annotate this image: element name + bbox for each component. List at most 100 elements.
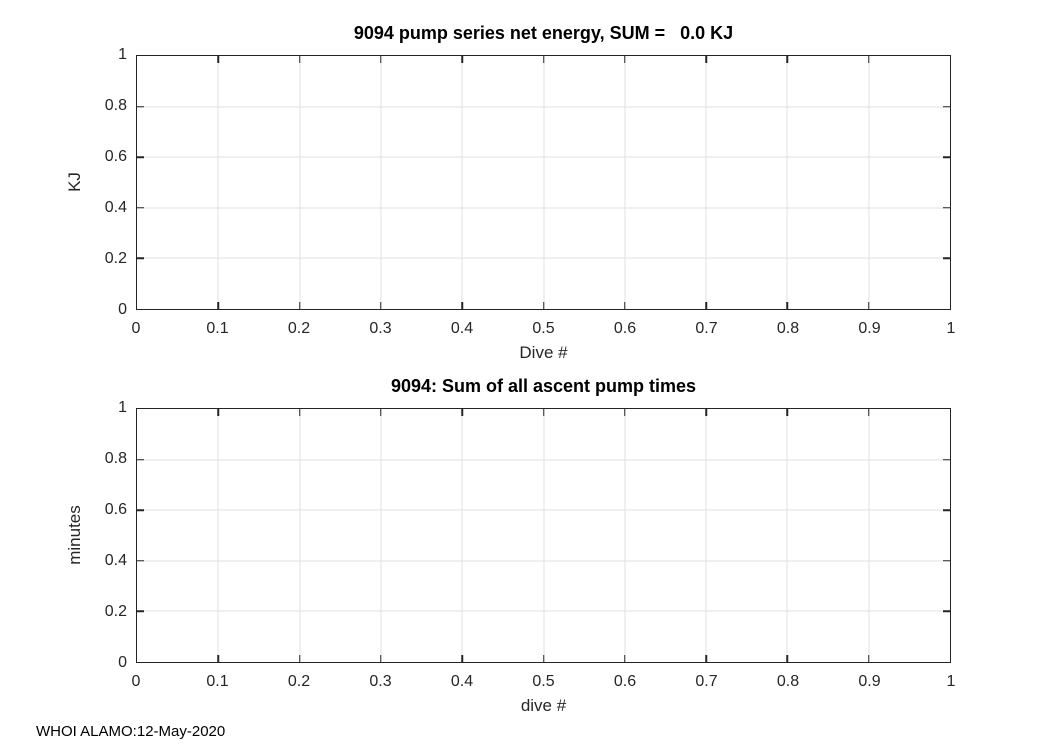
gridline-vertical [380, 56, 382, 309]
gridline-vertical [380, 409, 382, 662]
x-tick-mark [624, 409, 626, 416]
x-tick-mark [380, 655, 382, 662]
x-tick-label: 0.9 [858, 673, 881, 690]
gridline-horizontal [137, 207, 950, 209]
x-tick-label: 0.6 [613, 320, 637, 337]
x-tick-mark [624, 302, 626, 309]
y-tick-label: 1 [118, 399, 127, 416]
x-tick-label: 0.2 [287, 320, 311, 337]
x-tick-label: 1 [946, 320, 956, 337]
y-tick-label: 0.6 [104, 501, 127, 518]
x-tick-label: 0.3 [369, 320, 392, 337]
y-tick-mark [137, 257, 144, 260]
y-tick-mark [943, 509, 950, 511]
x-axis-label: Dive # [519, 343, 568, 362]
x-tick-mark [786, 56, 789, 63]
gridline-horizontal [137, 106, 950, 108]
y-tick-label: 0.8 [104, 450, 127, 467]
y-tick-mark [943, 105, 950, 108]
x-tick-mark [542, 655, 545, 662]
x-axis-label: dive # [520, 696, 567, 715]
x-tick-label: 0.2 [287, 673, 311, 690]
y-tick-mark [943, 156, 950, 158]
y-tick-label: 0 [118, 301, 127, 318]
x-tick-label: 0.4 [450, 673, 474, 690]
y-tick-mark [943, 257, 950, 260]
x-tick-mark [298, 56, 301, 63]
x-tick-mark [217, 655, 220, 662]
x-tick-mark [705, 302, 707, 309]
gridline-vertical [705, 409, 707, 662]
x-tick-mark [867, 655, 870, 662]
y-tick-mark [137, 105, 144, 108]
x-tick-mark [461, 302, 463, 309]
x-tick-label: 0.1 [206, 320, 229, 337]
gridline-vertical [299, 409, 301, 662]
x-tick-mark [542, 56, 545, 63]
gridline-horizontal [137, 509, 950, 511]
x-tick-mark [867, 56, 870, 63]
y-tick-mark [137, 560, 144, 562]
y-tick-mark [137, 610, 144, 613]
x-tick-mark [461, 655, 463, 662]
x-tick-mark [380, 302, 382, 309]
x-tick-label: 0 [131, 320, 141, 337]
gridline-vertical [786, 409, 788, 662]
x-tick-mark [867, 409, 870, 416]
gridline-horizontal [137, 610, 950, 612]
gridline-horizontal [137, 560, 950, 562]
gridline-horizontal [137, 156, 950, 158]
y-tick-mark [943, 560, 950, 562]
x-tick-mark [298, 655, 301, 662]
x-tick-label: 0.7 [695, 673, 718, 690]
x-tick-mark [461, 409, 463, 416]
gridline-vertical [868, 56, 870, 309]
x-tick-mark [705, 56, 707, 63]
x-tick-mark [217, 302, 220, 309]
chart-pump-times: 9094: Sum of all ascent pump times minut… [0, 353, 1050, 728]
x-tick-label: 0.8 [776, 320, 800, 337]
gridline-vertical [543, 409, 544, 662]
y-tick-label: 0.2 [104, 250, 127, 267]
x-tick-mark [380, 56, 382, 63]
x-tick-label: 0.3 [369, 673, 392, 690]
x-tick-mark [298, 409, 301, 416]
x-tick-mark [461, 56, 463, 63]
x-tick-mark [217, 409, 220, 416]
y-tick-label: 0 [118, 654, 127, 671]
x-tick-mark [624, 56, 626, 63]
x-tick-mark [867, 302, 870, 309]
footer-datestamp: WHOI ALAMO:12-May-2020 [36, 723, 226, 740]
x-tick-label: 1 [946, 673, 956, 690]
gridline-vertical [217, 409, 219, 662]
y-tick-mark [943, 207, 950, 209]
x-tick-label: 0 [131, 673, 141, 690]
gridline-vertical [705, 56, 707, 309]
y-tick-mark [137, 207, 144, 209]
gridline-vertical [461, 56, 463, 309]
gridline-vertical [786, 56, 788, 309]
gridline-vertical [299, 56, 301, 309]
x-tick-mark [542, 409, 545, 416]
gridline-vertical [624, 56, 626, 309]
x-tick-mark [705, 655, 707, 662]
x-tick-mark [786, 409, 789, 416]
y-tick-label: 0.4 [104, 552, 127, 569]
plot-area [136, 55, 951, 310]
x-tick-label: 0.7 [695, 320, 718, 337]
x-tick-mark [298, 302, 301, 309]
gridline-vertical [624, 409, 626, 662]
x-tick-mark [217, 56, 220, 63]
x-tick-label: 0.9 [858, 320, 881, 337]
gridline-vertical [461, 409, 463, 662]
x-tick-label: 0.5 [532, 320, 555, 337]
x-tick-mark [542, 302, 545, 309]
x-tick-label: 0.5 [532, 673, 555, 690]
chart-net-energy: 9094 pump series net energy, SUM = 0.0 K… [65, 23, 956, 362]
gridline-vertical [217, 56, 219, 309]
x-tick-mark [380, 409, 382, 416]
gridline-horizontal [137, 257, 950, 259]
y-tick-mark [943, 610, 950, 613]
x-tick-label: 0.6 [613, 673, 637, 690]
y-tick-label: 0.2 [104, 603, 127, 620]
